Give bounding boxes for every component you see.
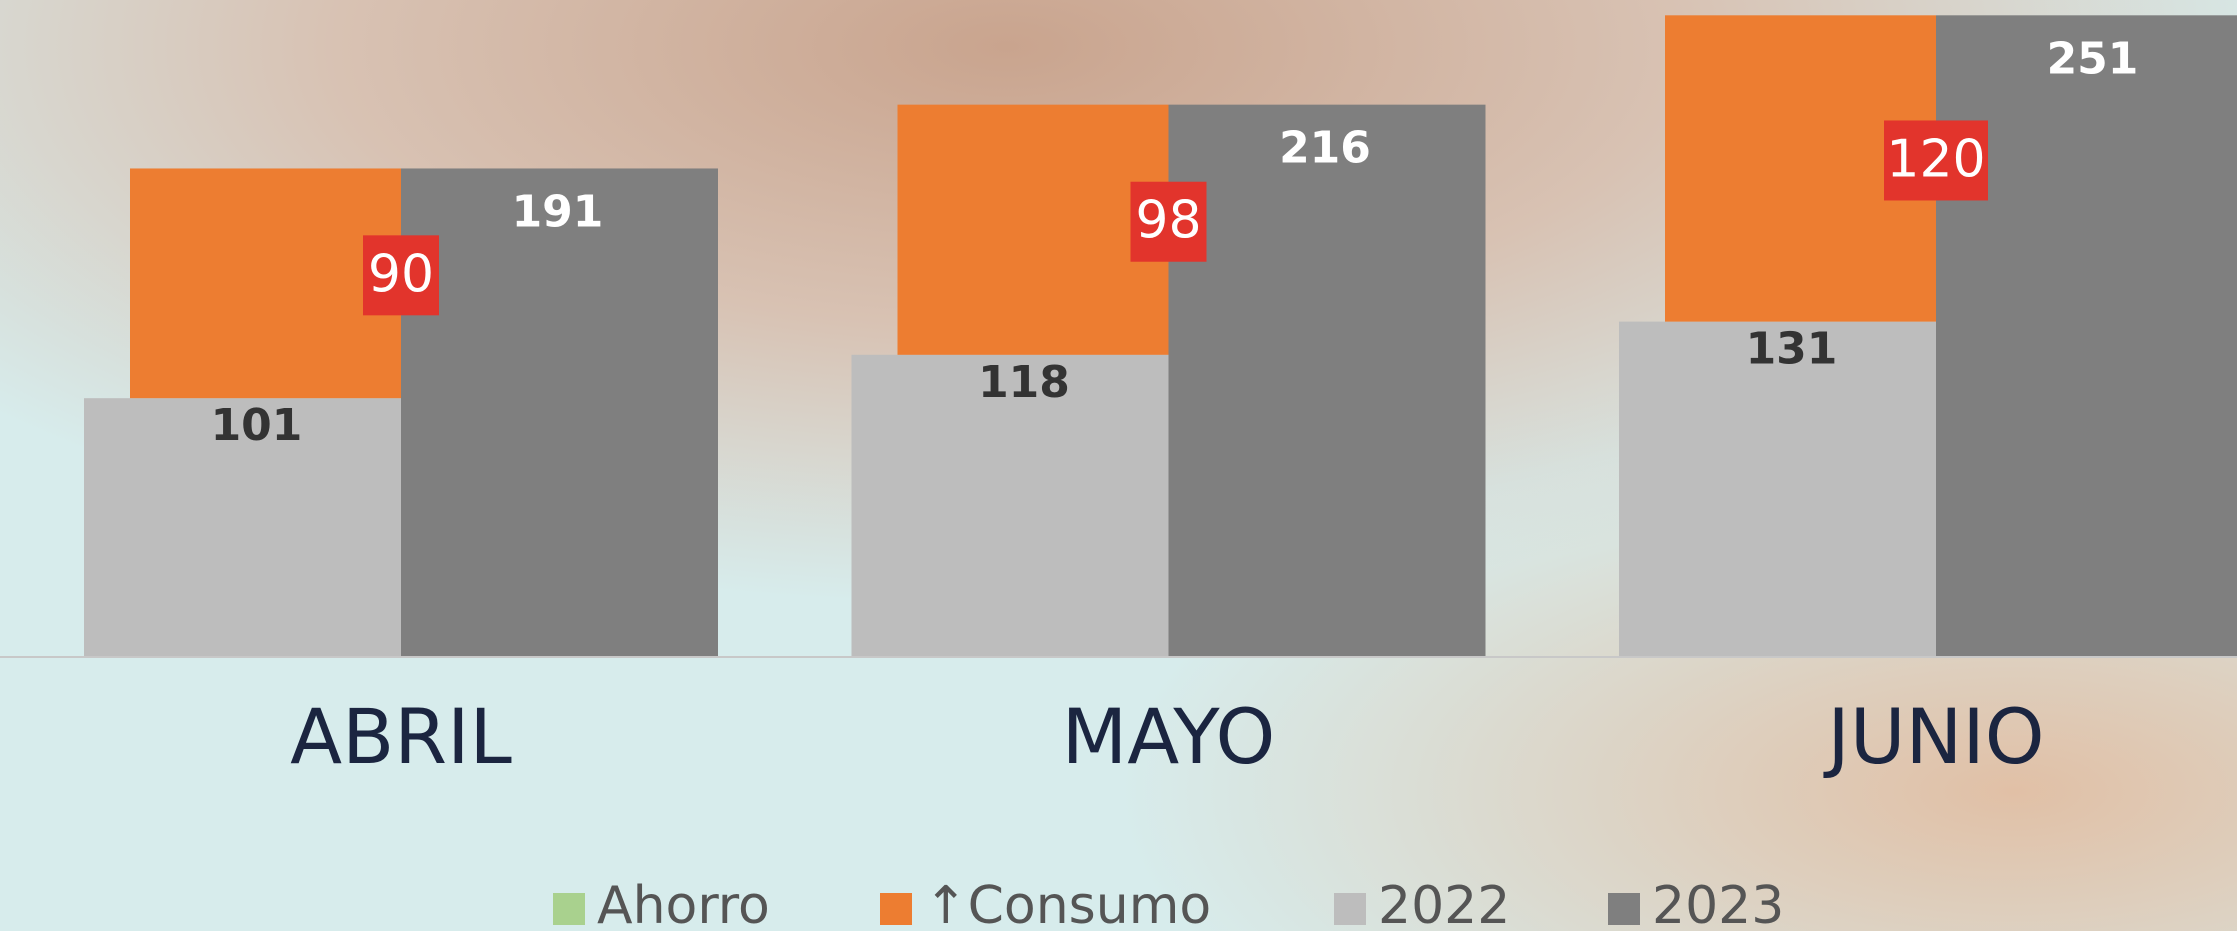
legend-swatch [1334, 893, 1366, 925]
chart: 101 191 90 ABRIL 118 216 98 MAYO 131 251 120 JUNIO A… [0, 0, 2237, 931]
x-tick-label: MAYO [1062, 692, 1276, 781]
bar-consumo [898, 105, 1169, 355]
bar-2023 [1936, 15, 2237, 656]
value-label: 191 [512, 186, 604, 237]
value-label: 120 [1886, 129, 1985, 189]
value-label: 251 [2047, 33, 2139, 84]
value-label: 131 [1746, 324, 1838, 375]
value-label: 118 [978, 357, 1070, 408]
bar-2023 [401, 168, 718, 656]
value-label: 90 [368, 244, 434, 304]
value-label: 98 [1135, 191, 1201, 251]
x-tick-label: JUNIO [1823, 692, 2044, 781]
legend-label: ↑Consumo [924, 876, 1211, 931]
legend-swatch [1608, 893, 1640, 925]
legend-label: 2023 [1652, 876, 1784, 931]
legend-label: 2022 [1378, 876, 1510, 931]
x-tick-label: ABRIL [290, 692, 512, 781]
bar-consumo [130, 168, 401, 398]
bar-2023 [1169, 105, 1486, 656]
value-label: 101 [211, 400, 303, 451]
legend-swatch [880, 893, 912, 925]
legend-label: Ahorro [597, 876, 770, 931]
legend-swatch [553, 893, 585, 925]
value-label: 216 [1279, 123, 1371, 174]
